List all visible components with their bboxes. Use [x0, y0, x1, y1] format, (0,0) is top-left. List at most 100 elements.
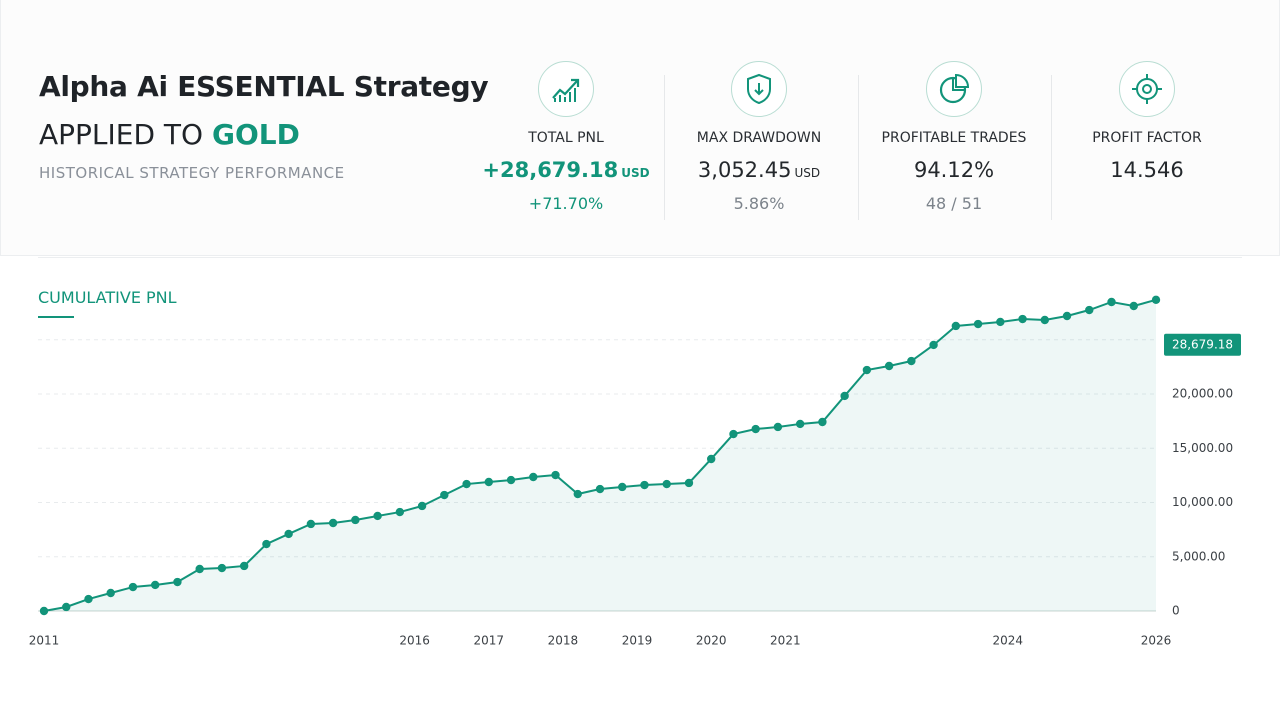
point: [1062, 311, 1072, 321]
stat-value: 3,052.45 USD: [664, 158, 854, 182]
point: [417, 501, 427, 511]
y-tick-label: 0: [1172, 604, 1180, 618]
subtitle: APPLIED TO GOLD: [39, 118, 300, 151]
point: [239, 561, 249, 571]
point: [640, 480, 649, 490]
tagline: HISTORICAL STRATEGY PERFORMANCE: [39, 164, 345, 182]
title-underline: [38, 316, 74, 318]
divider: [664, 75, 665, 220]
point: [1107, 297, 1116, 307]
point: [818, 417, 827, 427]
point: [1018, 314, 1027, 324]
point: [506, 475, 516, 485]
point: [1085, 305, 1094, 315]
title: Alpha Ai ESSENTIAL Strategy: [39, 70, 489, 103]
point: [795, 419, 805, 429]
point: [1129, 301, 1138, 311]
summary-card: Alpha Ai ESSENTIAL Strategy APPLIED TO G…: [0, 0, 1280, 256]
point: [484, 477, 493, 487]
point: [618, 482, 627, 492]
stat-number: +28,679.18: [482, 158, 619, 182]
x-tick-label: 2024: [992, 634, 1023, 648]
icon-shield: [731, 61, 787, 117]
point: [529, 472, 538, 482]
stat-unit: USD: [621, 166, 650, 180]
icon-pie: [926, 61, 982, 117]
point: [128, 582, 138, 592]
subtitle-highlight: GOLD: [211, 118, 300, 151]
point: [662, 479, 671, 489]
point: [151, 580, 160, 590]
stat-profit-factor: PROFIT FACTOR 14.546: [1052, 60, 1242, 182]
point: [351, 515, 360, 525]
value-label: 28,679.18: [1172, 337, 1233, 351]
point: [106, 588, 115, 598]
stat-value: 94.12%: [913, 158, 995, 182]
stat-label: PROFIT FACTOR: [1092, 130, 1202, 146]
x-tick-label: 2021: [770, 634, 801, 648]
stat-total-pnl: TOTAL PNL +28,679.18 USD +71.70%: [471, 60, 661, 213]
point: [862, 365, 872, 375]
divider: [858, 75, 859, 220]
x-tick-label: 2011: [29, 634, 60, 648]
stat-value: +28,679.18 USD: [471, 158, 661, 182]
stat-sub: 5.86%: [733, 194, 785, 213]
point: [39, 606, 49, 616]
value-badge: [1164, 333, 1241, 356]
x-tick-label: 2026: [1141, 634, 1172, 648]
icon-target: [1119, 61, 1175, 117]
point: [440, 490, 449, 500]
point: [707, 454, 716, 464]
point: [1040, 315, 1050, 325]
x-tick-label: 2018: [548, 634, 579, 648]
point: [551, 470, 560, 480]
point: [84, 594, 93, 604]
point: [595, 484, 605, 494]
y-tick-label: 20,000.00: [1172, 387, 1233, 401]
point: [328, 518, 338, 528]
point: [284, 529, 293, 539]
point: [395, 507, 405, 517]
point: [929, 340, 938, 350]
icon-trend: [538, 61, 594, 117]
point: [373, 511, 382, 521]
stat-max-drawdown: MAX DRAWDOWN 3,052.45 USD 5.86%: [664, 60, 854, 213]
y-tick-label: 15,000.00: [1172, 441, 1233, 455]
separator: [38, 257, 1242, 258]
point: [684, 478, 694, 488]
stat-sub: +71.70%: [528, 194, 604, 213]
point: [262, 539, 271, 549]
stat-label: PROFITABLE TRADES: [881, 130, 1027, 146]
point: [884, 361, 894, 371]
area: [44, 299, 1156, 611]
chart-title: CUMULATIVE PNL: [38, 288, 177, 307]
stat-sub: 48 / 51: [925, 194, 983, 213]
point: [306, 519, 316, 529]
stat-number: 3,052.45: [697, 158, 792, 182]
point: [217, 563, 227, 573]
subtitle-prefix: APPLIED TO: [39, 118, 204, 151]
point: [573, 489, 582, 499]
point: [462, 479, 471, 489]
y-tick-label: 5,000.00: [1172, 549, 1225, 563]
point: [996, 317, 1005, 327]
point: [951, 321, 961, 331]
point: [173, 577, 182, 587]
point: [195, 564, 204, 574]
x-tick-label: 2017: [474, 634, 505, 648]
point: [907, 356, 916, 366]
point: [1151, 295, 1161, 305]
divider: [1051, 75, 1052, 220]
point: [973, 319, 983, 329]
point: [751, 424, 760, 434]
point: [840, 391, 849, 401]
stat-value: 14.546: [1110, 158, 1184, 182]
point: [729, 429, 738, 439]
stat-label: TOTAL PNL: [528, 130, 604, 146]
stat-profitable-trades: PROFITABLE TRADES 94.12% 48 / 51: [859, 60, 1049, 213]
x-tick-label: 2016: [399, 634, 430, 648]
y-tick-label: 10,000.00: [1172, 495, 1233, 509]
point: [62, 602, 71, 612]
